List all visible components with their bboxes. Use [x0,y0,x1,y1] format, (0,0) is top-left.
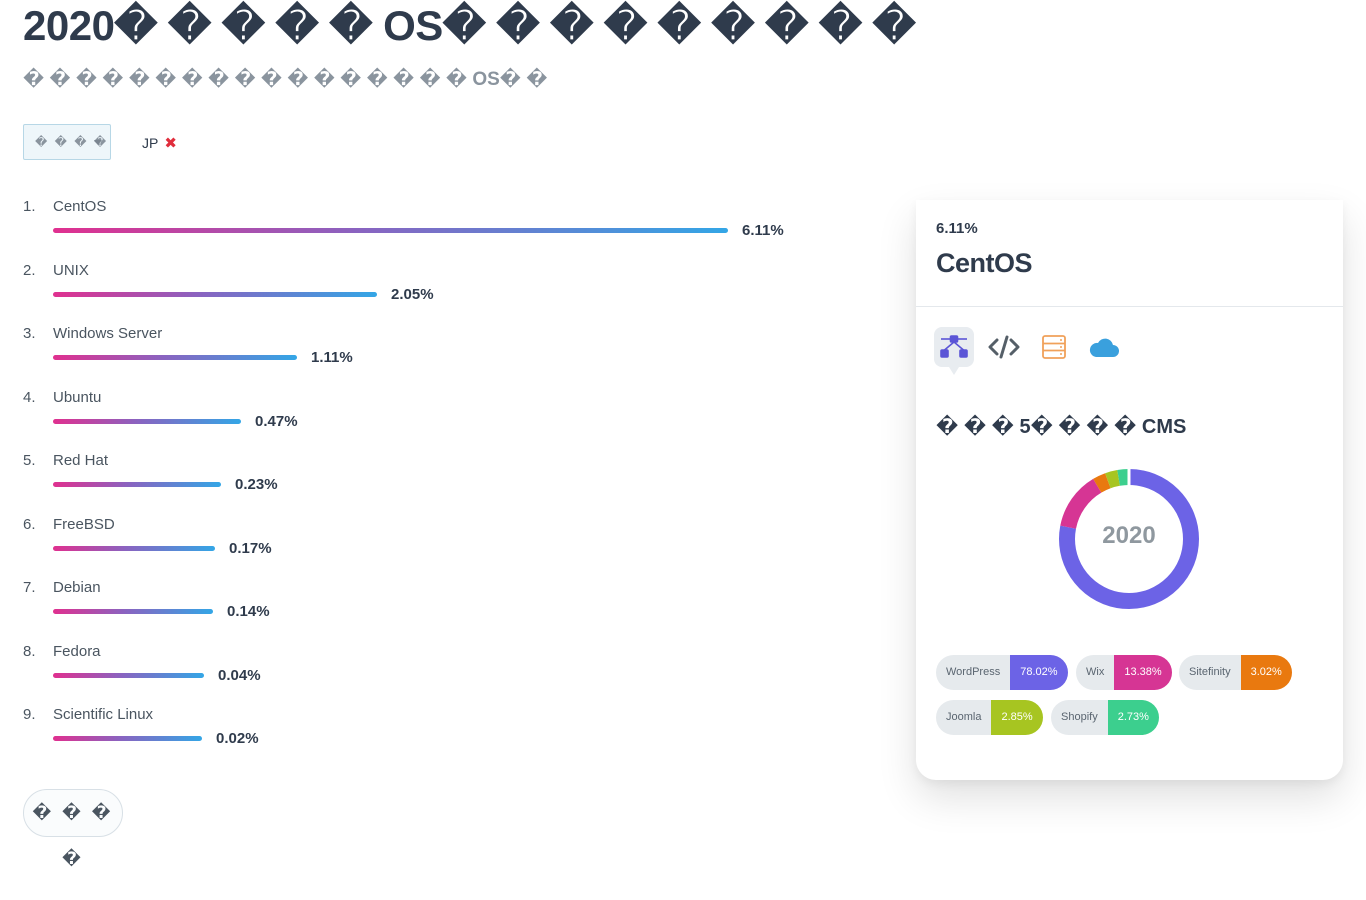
os-name-link[interactable]: Debian [53,579,101,596]
detail-title: CentOS [936,248,1033,278]
cms-name: Joomla [936,700,992,735]
share-value: 2.05% [391,285,434,303]
cloud-icon [1089,338,1119,357]
cms-pill-wix: Wix 13.38% [1076,655,1172,690]
os-name-link[interactable]: UNIX [53,261,89,279]
filter-chip-jp[interactable]: JP ✖ [142,134,177,152]
cms-pill-shopify: Shopify 2.73% [1051,700,1159,735]
share-value: 6.11% [742,222,784,239]
cms-value: 2.73% [1107,700,1159,735]
os-name-link[interactable]: Windows Server [53,325,163,342]
cms-donut-chart [1059,468,1199,609]
page-title: 2020� � � � � OS� � � � � � � � � [23,2,916,49]
divider [916,306,1343,307]
os-name-link[interactable]: Red Hat [53,452,109,469]
share-bar [53,291,377,297]
cms-pill-joomla: Joomla 2.85% [936,700,1043,735]
filter-chip-label: JP [142,135,159,151]
cms-name: WordPress [936,655,1011,690]
share-value: 0.14% [227,603,270,620]
network-icon [940,335,968,358]
share-bar [53,736,202,741]
cms-value: 78.02% [1010,655,1068,690]
share-bar [53,545,215,551]
rank-number: 3. [23,325,36,342]
share-value: 1.11% [311,349,353,366]
rank-number: 2. [23,261,36,279]
share-value: 0.17% [229,539,272,557]
os-name-link[interactable]: Ubuntu [53,388,102,406]
tab-network[interactable] [934,327,974,375]
rank-number: 5. [23,452,36,469]
rank-row: 3. Windows Server 1.11% [23,325,823,389]
os-name-link[interactable]: Scientific Linux [53,706,154,723]
close-icon[interactable]: ✖ [164,134,177,152]
cms-value: 13.38% [1114,655,1172,690]
rank-number: 4. [23,388,36,406]
cms-heading: � � � 5� � � � CMS [936,416,1187,438]
detail-share-value: 6.11% [936,220,978,237]
rank-row: 2. UNIX 2.05% [23,262,823,326]
tab-server[interactable] [1034,327,1074,367]
rank-row: 7. Debian 0.14% [23,579,823,643]
page-subtitle: � � � � � � � � � � � � � � � � � OS� � [23,69,548,90]
share-value: 0.47% [255,412,298,430]
cms-pill-sitefinity: Sitefinity 3.02% [1179,655,1292,690]
cms-value: 3.02% [1240,655,1292,690]
detail-card: 6.11% CentOS [916,200,1343,780]
rank-number: 6. [23,515,36,533]
share-value: 0.04% [218,666,261,684]
code-icon [988,335,1020,359]
share-bar [53,355,297,360]
server-icon [1042,335,1066,359]
cms-pill-wordpress: WordPress 78.02% [936,655,1068,690]
rank-row: 5. Red Hat 0.23% [23,452,823,516]
cms-value: 2.85% [991,700,1043,735]
cms-name: Wix [1076,655,1115,690]
region-select[interactable]: � � � � [23,124,111,160]
rank-row: 1. CentOS 6.11% [23,198,823,262]
cms-name: Sitefinity [1179,655,1241,690]
share-bar [53,228,728,233]
os-name-link[interactable]: FreeBSD [53,515,115,533]
rank-number: 7. [23,579,36,596]
show-more-button[interactable]: � � � � [23,789,123,868]
os-name-link[interactable]: Fedora [53,642,101,660]
share-bar [53,482,221,487]
os-name-link[interactable]: CentOS [53,198,107,215]
share-bar [53,609,213,614]
rank-row: 9. Scientific Linux 0.02% [23,706,823,770]
rank-row: 8. Fedora 0.04% [23,643,823,707]
share-value: 0.02% [216,730,259,747]
rank-number: 8. [23,642,36,660]
tab-code[interactable] [984,327,1024,367]
region-select-label: � � � � [35,135,109,149]
rank-row: 6. FreeBSD 0.17% [23,516,823,580]
share-bar [53,418,241,424]
tab-cloud[interactable] [1084,327,1124,367]
share-value: 0.23% [235,476,278,493]
rank-number: 1. [23,198,36,215]
rank-row: 4. Ubuntu 0.47% [23,389,823,453]
rank-number: 9. [23,706,36,723]
caret-down-icon [94,140,102,145]
os-ranking-list: 1. CentOS 6.11% 2. UNIX 2.05% 3. Windows… [23,198,823,770]
share-bar [53,672,204,678]
donut-year: 2020 [1102,522,1156,549]
cms-name: Shopify [1051,700,1108,735]
